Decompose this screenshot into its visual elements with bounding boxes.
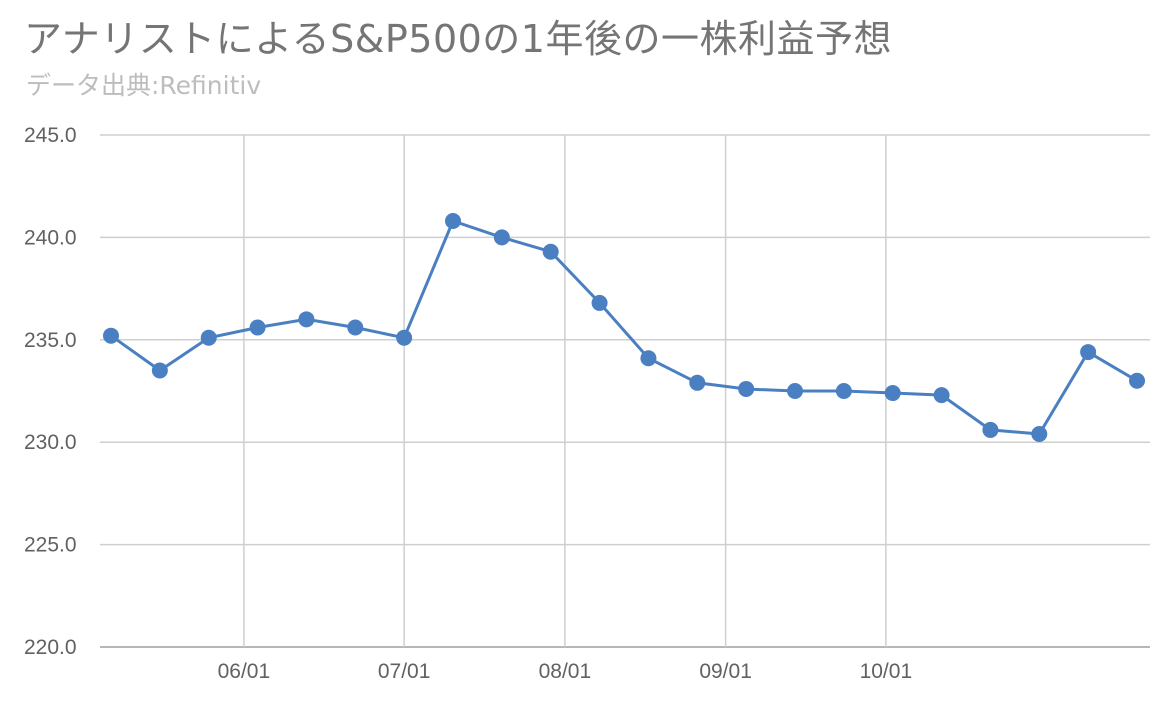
data-point-7 — [445, 213, 461, 230]
data-point-8 — [493, 229, 510, 246]
series-line — [110, 219, 1138, 436]
data-point-11 — [640, 350, 657, 367]
y-axis-tick-labels: 245.0 240.0 235.0 230.0 225.0 220.0 — [24, 124, 77, 659]
data-point-6 — [396, 329, 413, 346]
data-point-18 — [982, 421, 999, 438]
data-point-19 — [1031, 426, 1048, 443]
data-point-3 — [249, 319, 266, 336]
x-tick-label: 08/01 — [539, 660, 592, 683]
y-tick-label: 230.0 — [24, 431, 77, 454]
data-point-15 — [835, 383, 852, 399]
data-point-20 — [1080, 344, 1097, 361]
data-point-21 — [1129, 372, 1145, 389]
chart-subtitle: データ出典:Refinitiv — [26, 71, 262, 100]
horizontal-gridlines — [100, 134, 1150, 648]
y-tick-label: 240.0 — [24, 226, 77, 249]
y-tick-label: 225.0 — [24, 534, 77, 557]
data-point-14 — [787, 383, 803, 399]
y-tick-label: 220.0 — [24, 636, 77, 659]
data-point-12 — [689, 374, 706, 391]
data-point-10 — [591, 294, 608, 311]
x-axis-tick-labels: 06/01 07/01 08/01 09/01 10/01 — [218, 660, 913, 683]
data-point-1 — [151, 362, 168, 379]
data-point-9 — [542, 243, 559, 260]
data-point-2 — [200, 329, 217, 346]
data-point-4 — [298, 311, 315, 328]
data-point-16 — [884, 385, 901, 402]
x-tick-label: 07/01 — [378, 660, 431, 683]
y-tick-label: 235.0 — [24, 329, 77, 352]
data-point-17 — [933, 387, 950, 404]
x-tick-label: 09/01 — [699, 660, 752, 683]
chart-title: アナリストによるS&P500の1年後の一株利益予想 — [24, 17, 892, 61]
data-point-0 — [103, 327, 119, 344]
data-point-13 — [738, 380, 755, 397]
x-tick-label: 06/01 — [218, 660, 271, 683]
data-points — [103, 213, 1145, 443]
data-point-5 — [347, 319, 364, 336]
x-tick-label: 10/01 — [860, 660, 913, 683]
y-tick-label: 245.0 — [24, 124, 77, 147]
